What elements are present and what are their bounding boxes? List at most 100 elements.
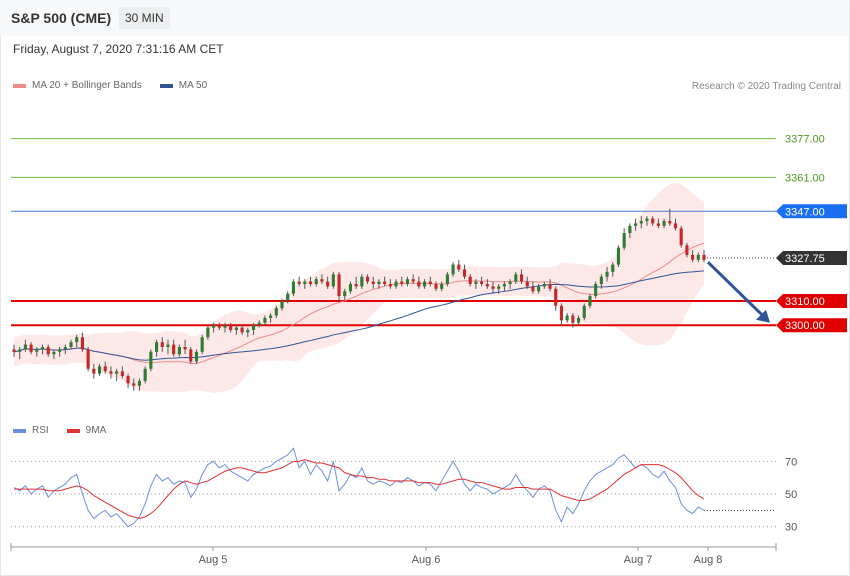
candle-body — [605, 271, 609, 277]
candle — [685, 242, 689, 258]
candle-body — [405, 279, 410, 284]
candle — [371, 276, 375, 289]
candle-body — [297, 281, 301, 284]
candle — [616, 245, 621, 268]
candle — [519, 269, 524, 284]
candle — [668, 208, 672, 226]
timeframe-badge[interactable]: 30 MIN — [119, 7, 170, 29]
rsi-line — [13, 447, 705, 528]
candle-body — [474, 281, 478, 284]
candle-body — [599, 276, 603, 284]
level-label-3310.00: 3310.00 — [785, 296, 825, 308]
candle-body — [559, 305, 564, 321]
candle-body — [308, 281, 313, 284]
candle — [656, 218, 660, 229]
candle — [269, 313, 273, 323]
candle-body — [502, 284, 506, 287]
level-label-3347.00: 3347.00 — [785, 206, 825, 218]
level-label-3300.00: 3300.00 — [785, 320, 825, 332]
candle-body — [531, 286, 535, 292]
candle-body — [126, 376, 130, 384]
candle-body — [611, 264, 615, 272]
candle — [434, 281, 438, 292]
candle — [86, 347, 90, 372]
chart-header: S&P 500 (CME) 30 MIN — [0, 0, 848, 36]
candle-body — [417, 281, 421, 287]
candle — [314, 276, 318, 287]
candle-body — [149, 351, 153, 369]
candle-body — [229, 325, 233, 331]
candle-body — [571, 315, 575, 323]
candle-body — [12, 349, 16, 352]
ma20-swatch — [13, 83, 26, 88]
candle — [588, 293, 592, 309]
candle — [166, 339, 170, 355]
candle — [440, 281, 444, 292]
candle-body — [383, 281, 387, 284]
candle — [611, 262, 615, 277]
candle-body — [440, 284, 444, 289]
x-tick-label: Aug 8 — [694, 554, 723, 566]
candle — [622, 228, 626, 251]
candle-body — [69, 342, 73, 347]
candle — [360, 274, 364, 289]
candle — [696, 252, 700, 263]
candle — [183, 339, 187, 355]
candle — [212, 322, 216, 333]
ma20-legend-label: MA 20 + Bollinger Bands — [32, 80, 142, 91]
candle — [634, 218, 638, 231]
candle — [445, 271, 449, 287]
rsi-legend-label: RSI — [32, 425, 49, 436]
candle-body — [542, 284, 546, 287]
candle-body — [257, 322, 261, 326]
candle — [109, 366, 113, 379]
candle-body — [115, 371, 119, 374]
candle — [343, 288, 347, 301]
candle-body — [480, 281, 484, 284]
candle — [354, 276, 358, 289]
candle — [468, 274, 472, 287]
candle — [274, 305, 278, 318]
candle — [405, 276, 410, 287]
level-tag-last — [776, 250, 847, 265]
candle — [303, 279, 307, 289]
candle-body — [434, 284, 438, 289]
candle — [599, 274, 603, 289]
candle-body — [554, 288, 558, 306]
candle-body — [286, 293, 290, 301]
rsi-legend: RSI 9MA — [13, 425, 106, 436]
candle-body — [274, 308, 278, 316]
candle — [297, 276, 301, 287]
candle-body — [212, 325, 216, 328]
candle-body — [628, 225, 632, 234]
rsi-tick-label: 30 — [785, 522, 797, 534]
candle-body — [109, 371, 113, 374]
candle — [662, 218, 666, 229]
candle — [394, 279, 398, 289]
candle — [594, 281, 598, 299]
rsi-swatch — [13, 428, 26, 433]
candle-body — [160, 342, 164, 347]
candle-body — [97, 366, 102, 374]
candle-body — [508, 281, 512, 284]
candle — [411, 274, 415, 284]
candle — [52, 349, 56, 360]
candle — [508, 279, 512, 289]
candle — [691, 250, 695, 263]
ma50-line — [13, 270, 705, 361]
candle — [194, 349, 199, 364]
candle-body — [326, 281, 330, 287]
candle-body — [673, 223, 678, 229]
candle-body — [462, 269, 467, 277]
candle — [308, 276, 313, 287]
candle — [286, 291, 290, 304]
candle-body — [411, 279, 415, 282]
candle-body — [40, 347, 45, 350]
candle-body — [691, 254, 695, 260]
candle — [639, 216, 643, 229]
candle — [605, 267, 609, 282]
candle — [280, 298, 284, 311]
x-tick-label: Aug 7 — [624, 554, 653, 566]
candle-body — [246, 330, 250, 333]
candle — [40, 344, 45, 355]
